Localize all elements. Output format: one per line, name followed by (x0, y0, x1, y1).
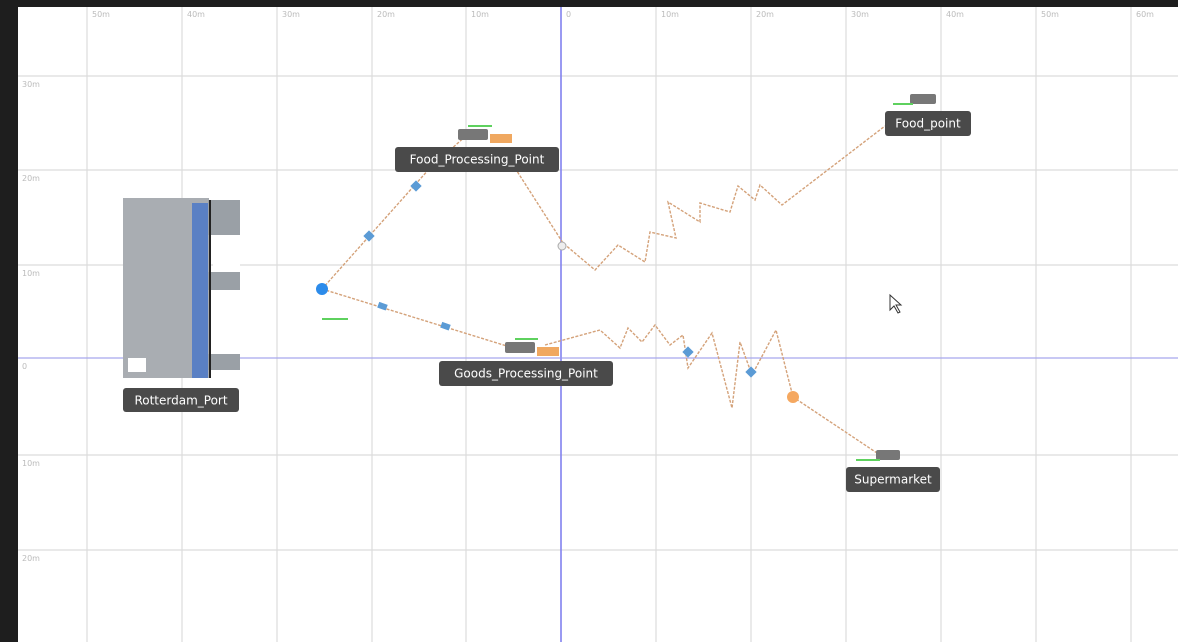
ruler-label: 30m (282, 10, 300, 19)
node-icon (490, 134, 512, 143)
node-label: Food_Processing_Point (410, 153, 545, 167)
node-labels: Rotterdam_Port Food_Processing_Point Goo… (123, 111, 971, 492)
vehicle (410, 180, 422, 192)
vehicle (440, 321, 451, 331)
port-building (123, 198, 240, 378)
cursor (889, 293, 903, 314)
waypoint (557, 241, 567, 251)
node-icon (910, 94, 936, 104)
ruler-label: 10m (22, 269, 40, 278)
ruler-label: 0 (566, 10, 571, 19)
berth (208, 272, 240, 290)
ruler-label: 30m (851, 10, 869, 19)
rulers: 50m 40m 30m 20m 10m 0 10m 20m 30m 40m 50m 60m 30m 20m… (22, 10, 1154, 563)
ruler-label: 60m (1136, 10, 1154, 19)
label-box (123, 388, 239, 412)
node-label: Rotterdam_Port (134, 394, 227, 408)
vehicle (745, 366, 757, 378)
node-label: Food_point (895, 117, 961, 131)
agent (787, 391, 799, 403)
label-box (846, 467, 940, 492)
ruler-label: 20m (22, 174, 40, 183)
node-label: Goods_Processing_Point (454, 367, 598, 381)
ruler-label: 10m (22, 459, 40, 468)
label-box (395, 147, 559, 172)
ruler-label: 40m (187, 10, 205, 19)
route (321, 288, 511, 348)
node-icon (458, 129, 488, 140)
ruler-label: 50m (1041, 10, 1059, 19)
vehicle (377, 301, 388, 311)
node-icon (876, 450, 900, 460)
ruler-label: 20m (377, 10, 395, 19)
building-quay (192, 203, 208, 378)
label-box (885, 111, 971, 136)
canvas-bg (18, 7, 1178, 642)
ruler-label: 40m (946, 10, 964, 19)
ruler-label: 20m (756, 10, 774, 19)
markers (316, 180, 799, 403)
label-box (439, 361, 613, 386)
node-icon (537, 347, 559, 356)
ruler-label: 20m (22, 554, 40, 563)
node-icons (458, 94, 936, 461)
ruler-label: 10m (661, 10, 679, 19)
ruler-label: 50m (92, 10, 110, 19)
node-label: Supermarket (854, 473, 932, 487)
agent (316, 283, 328, 295)
berth (208, 354, 240, 370)
ruler-label: 0 (22, 362, 27, 371)
berth-gap (213, 237, 240, 272)
vehicle (363, 230, 375, 242)
window (128, 358, 146, 372)
berth (208, 200, 240, 235)
ruler-label: 30m (22, 80, 40, 89)
vehicle (682, 346, 694, 358)
ruler-label: 10m (471, 10, 489, 19)
node-icon (505, 342, 535, 353)
